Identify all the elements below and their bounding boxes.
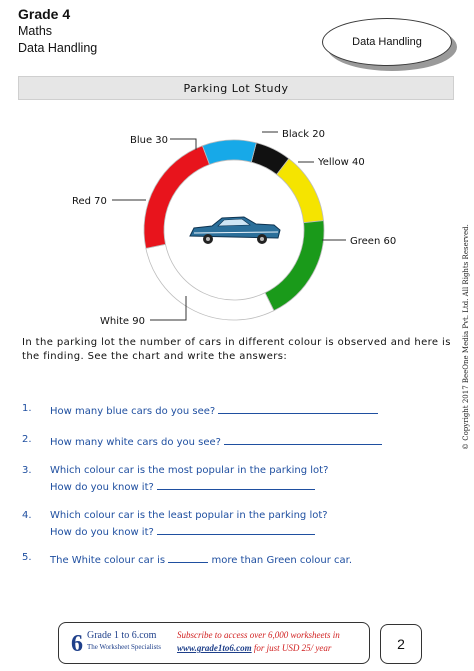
page-number: 2: [380, 624, 422, 664]
topic-badge: Data Handling: [322, 18, 452, 66]
svg-text:6: 6: [71, 631, 83, 657]
question-text-start: The White colour car is: [50, 555, 166, 566]
chart-labels: Black 20 Yellow 40 Green 60 White 90 Red 70 B…: [72, 129, 396, 327]
label-green: Green 60: [350, 236, 396, 247]
unit-label: Data Handling: [18, 41, 98, 55]
brand-tagline: The Worksheet Specialists: [87, 643, 161, 651]
chart-slices: [143, 139, 325, 321]
question-number: 2.: [22, 434, 32, 445]
question-number: 1.: [22, 403, 32, 414]
question-text-end: more than Green colour car.: [211, 555, 353, 566]
intro-text: In the parking lot the number of cars in…: [22, 337, 451, 362]
label-white: White 90: [100, 316, 145, 327]
worksheet-header: Grade 4 Maths Data Handling: [18, 6, 97, 57]
question-text: How many white cars do you see?: [50, 437, 221, 448]
question-text: Which colour car is the least popular in…: [50, 510, 328, 521]
question-subtext: How do you know it?: [50, 482, 154, 493]
question-subtext: How do you know it?: [50, 527, 154, 538]
site-link[interactable]: www.grade1to6.com: [177, 643, 252, 653]
subject-label: Maths: [18, 24, 53, 38]
question-number: 4.: [22, 510, 32, 521]
slice-white: [145, 243, 275, 321]
answer-blank[interactable]: [157, 478, 315, 490]
answer-blank[interactable]: [157, 523, 315, 535]
copyright-notice: © Copyright 2017 BeeOne Media Pvt. Ltd. …: [462, 224, 470, 450]
grade-label: Grade 4: [18, 6, 71, 22]
label-yellow: Yellow 40: [317, 157, 365, 168]
slice-yellow: [276, 158, 324, 224]
brand-name: Grade 1 to 6.com: [87, 630, 157, 641]
answer-blank[interactable]: [218, 402, 379, 414]
leader-white: [150, 296, 187, 321]
answer-blank[interactable]: [168, 551, 209, 563]
label-blue: Blue 30: [130, 135, 168, 146]
label-red: Red 70: [72, 196, 107, 207]
subscribe-text: Subscribe to access over 6,000 worksheet…: [177, 630, 340, 640]
footer-banner: 6 Grade 1 to 6.com The Worksheet Special…: [58, 622, 370, 664]
car-icon: [189, 216, 281, 244]
answer-blank[interactable]: [224, 433, 383, 445]
subscribe-offer: www.grade1to6.com for just USD 25/ year: [177, 643, 332, 653]
slice-blue: [201, 139, 257, 165]
question-number: 3.: [22, 465, 32, 476]
donut-chart: Black 20 Yellow 40 Green 60 White 90 Red 70 B…: [72, 129, 396, 327]
leader-blue: [170, 138, 197, 150]
site-logo-icon: 6: [71, 631, 83, 657]
question-text: How many blue cars do you see?: [50, 406, 216, 417]
question-text: Which colour car is the most popular in …: [50, 465, 329, 476]
question-number: 5.: [22, 552, 32, 563]
worksheet-title: Parking Lot Study: [18, 76, 454, 100]
chart-leader-lines: [112, 131, 346, 321]
label-black: Black 20: [282, 129, 325, 140]
